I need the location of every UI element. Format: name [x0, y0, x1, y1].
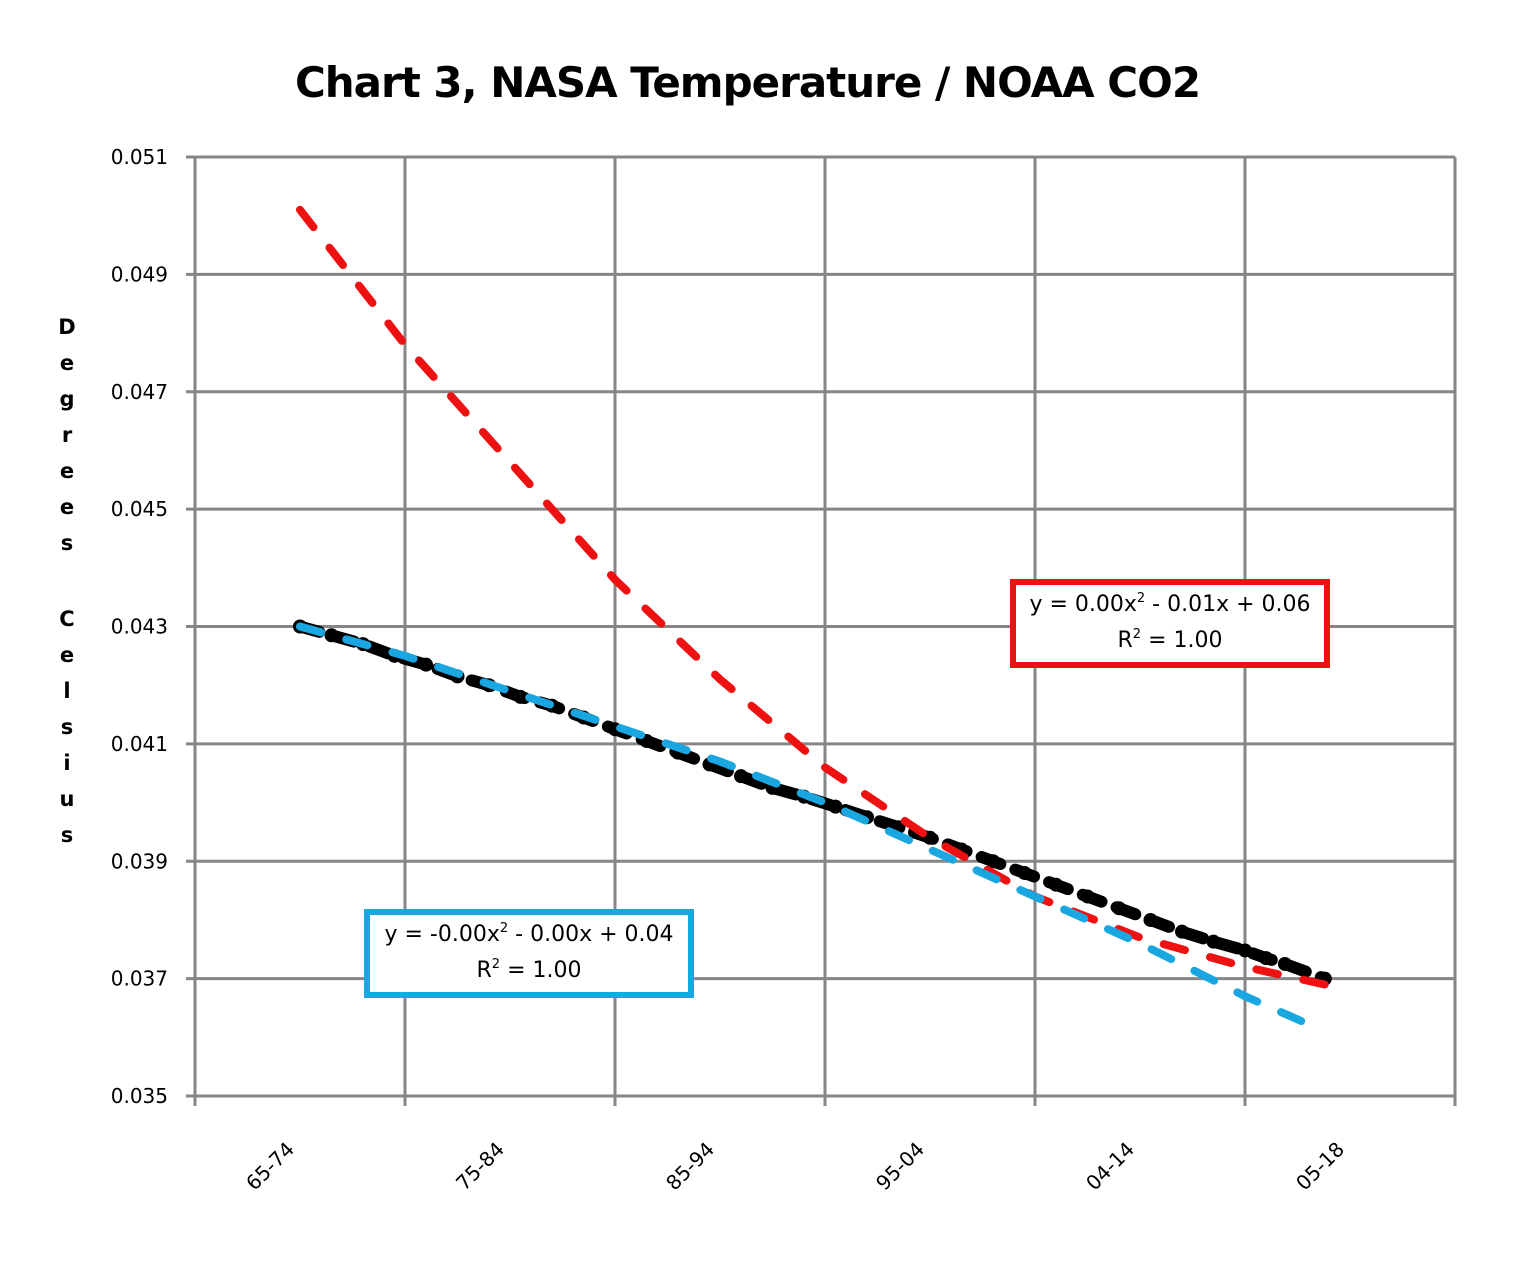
y-label-letter: e — [60, 495, 74, 519]
y-label-letter: e — [60, 459, 74, 483]
x-tick-label: 95-04 — [871, 1137, 929, 1195]
red-equation: y = 0.00x2 - 0.01x + 0.06 — [1029, 591, 1311, 617]
y-label-letter: s — [61, 715, 74, 739]
x-tick-label: 05-18 — [1291, 1137, 1349, 1195]
y-axis-ticks: 0.035 0.037 0.039 0.041 0.043 0.045 0.047 0.049… — [111, 145, 168, 1108]
data-point — [1259, 951, 1273, 966]
y-label-letter: e — [60, 351, 74, 375]
data-point — [1049, 877, 1063, 892]
data-point — [828, 799, 843, 814]
data-point — [1238, 943, 1252, 958]
red-r2: R2 = 1.00 — [1117, 627, 1223, 653]
blue-trendline-equation-box: y = -0.00x2 - 0.00x + 0.04 R2 = 1.00 — [364, 909, 694, 998]
data-point — [1206, 934, 1221, 949]
x-tick-label: 04-14 — [1081, 1137, 1139, 1195]
y-label-letter: e — [60, 643, 74, 667]
y-tick-label: 0.043 — [111, 615, 168, 639]
red-trendline-equation-box: y = 0.00x2 - 0.01x + 0.06 R2 = 1.00 — [1010, 579, 1330, 668]
blue-r2: R2 = 1.00 — [476, 957, 582, 983]
y-tick-label: 0.041 — [111, 732, 168, 756]
y-tick-label: 0.035 — [111, 1084, 168, 1108]
y-tick-label: 0.047 — [111, 380, 168, 404]
x-axis-ticks: 65-74 75-84 85-94 95-04 04-14 05-18 — [241, 1137, 1349, 1195]
data-point — [513, 689, 528, 704]
y-label-letter: C — [59, 607, 74, 631]
y-label-letter: s — [61, 531, 74, 555]
y-label-letter: D — [58, 315, 75, 339]
x-tick-label: 75-84 — [451, 1137, 509, 1195]
y-tick-label: 0.039 — [111, 849, 168, 873]
y-label-letter: g — [59, 387, 74, 411]
data-point — [1175, 924, 1189, 939]
y-label-letter: l — [63, 679, 70, 703]
data-point — [986, 854, 1000, 869]
trendline-red — [296, 205, 1329, 989]
y-label-letter: i — [63, 751, 70, 775]
chart-title: Chart 3, NASA Temperature / NOAA CO2 — [294, 58, 1201, 107]
series-group — [293, 205, 1332, 1036]
blue-equation: y = -0.00x2 - 0.00x + 0.04 — [384, 921, 674, 947]
y-label-letter: r — [62, 423, 73, 447]
x-tick-label: 65-74 — [241, 1137, 299, 1195]
y-tick-label: 0.049 — [111, 262, 168, 286]
x-tick-label: 85-94 — [661, 1137, 719, 1195]
data-point — [419, 657, 433, 672]
data-point — [324, 628, 339, 643]
data-point — [1080, 889, 1095, 904]
data-point — [734, 769, 748, 784]
y-label-letter: s — [61, 823, 74, 847]
data-point — [1112, 901, 1126, 916]
y-label-letter: u — [60, 787, 75, 811]
data-point — [1017, 865, 1032, 880]
y-tick-label: 0.051 — [111, 145, 168, 169]
y-tick-label: 0.045 — [111, 497, 168, 521]
data-point — [1143, 912, 1158, 927]
y-tick-label: 0.037 — [111, 967, 168, 991]
data-point — [1277, 956, 1292, 971]
